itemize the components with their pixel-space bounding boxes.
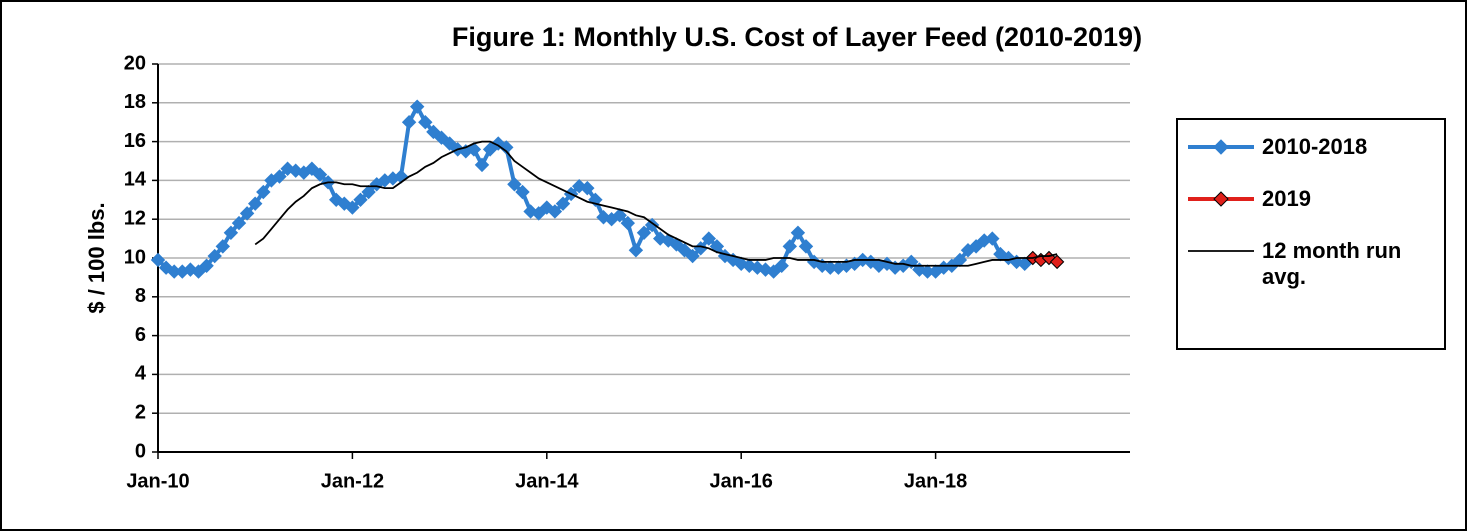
point-marker <box>766 264 781 279</box>
legend-label: 12 month run avg. <box>1262 238 1402 289</box>
legend-entry: 12 month run avg. <box>1186 238 1444 290</box>
point-marker <box>304 161 320 176</box>
point-marker <box>466 142 482 157</box>
legend-label: 2019 <box>1262 186 1311 211</box>
point-marker <box>685 248 700 264</box>
point-marker <box>499 140 514 155</box>
point-marker <box>1017 256 1032 272</box>
point-marker <box>207 248 222 264</box>
legend-entry: 2010-2018 <box>1186 134 1444 160</box>
y-tick-label: 2 <box>135 401 146 423</box>
point-marker <box>555 196 571 211</box>
point-marker <box>628 243 644 258</box>
point-marker <box>701 231 717 246</box>
legend-swatch <box>1188 250 1254 252</box>
legend-label: 2010-2018 <box>1262 134 1368 159</box>
point-marker <box>353 192 368 208</box>
point-marker <box>434 130 449 145</box>
chart-title: Figure 1: Monthly U.S. Cost of Layer Fee… <box>452 22 1142 52</box>
point-marker <box>482 142 498 157</box>
point-marker <box>231 215 247 231</box>
y-tick-label: 6 <box>135 324 146 346</box>
point-marker <box>401 114 417 130</box>
point-marker <box>985 231 1000 246</box>
point-marker <box>531 206 546 221</box>
y-axis-label: $ / 100 lbs. <box>84 202 109 313</box>
legend-entry: 2019 <box>1186 186 1444 212</box>
point-marker <box>312 167 328 182</box>
point-marker <box>247 196 263 211</box>
point-marker <box>442 136 457 151</box>
y-tick-label: 10 <box>124 246 146 268</box>
y-tick-label: 8 <box>135 285 146 307</box>
y-tick-label: 18 <box>124 91 146 113</box>
point-marker <box>547 204 563 219</box>
legend: 2010-2018 2019 12 month run avg. <box>1176 118 1446 350</box>
point-marker <box>418 114 433 130</box>
y-tick-label: 12 <box>124 207 146 229</box>
point-marker <box>968 239 984 254</box>
point-marker <box>1049 254 1065 270</box>
point-marker <box>223 225 239 240</box>
x-tick-label: Jan-12 <box>321 470 384 492</box>
x-tick-label: Jan-18 <box>904 470 967 492</box>
point-marker <box>191 264 206 279</box>
point-marker <box>515 184 530 200</box>
point-marker <box>669 237 684 252</box>
point-marker <box>150 252 166 268</box>
y-tick-label: 20 <box>124 52 146 74</box>
point-marker <box>798 239 814 254</box>
point-marker <box>426 124 441 140</box>
point-marker <box>774 258 789 273</box>
point-marker <box>272 169 287 184</box>
point-marker <box>474 157 490 173</box>
legend-marker <box>1213 139 1229 155</box>
legend-swatch <box>1188 139 1254 155</box>
x-tick-label: Jan-10 <box>126 470 189 492</box>
point-marker <box>790 225 806 240</box>
point-marker <box>507 177 522 192</box>
point-marker <box>361 184 376 200</box>
point-marker <box>580 180 595 196</box>
point-marker <box>215 239 231 254</box>
point-marker <box>612 208 627 223</box>
y-tick-label: 16 <box>124 130 146 152</box>
point-marker <box>256 184 271 200</box>
x-tick-label: Jan-14 <box>515 470 579 492</box>
y-tick-label: 0 <box>135 440 146 462</box>
series-line <box>254 140 1058 267</box>
point-marker <box>636 225 652 240</box>
point-marker <box>345 200 360 215</box>
legend-marker <box>1213 191 1229 207</box>
point-marker <box>677 243 692 258</box>
y-tick-label: 4 <box>135 363 147 385</box>
y-tick-label: 14 <box>124 169 147 191</box>
x-tick-label: Jan-16 <box>710 470 773 492</box>
point-marker <box>239 206 255 221</box>
point-marker <box>409 99 425 114</box>
point-marker <box>782 239 798 254</box>
point-marker <box>199 258 214 273</box>
point-marker <box>620 215 636 231</box>
legend-swatch <box>1188 191 1254 207</box>
